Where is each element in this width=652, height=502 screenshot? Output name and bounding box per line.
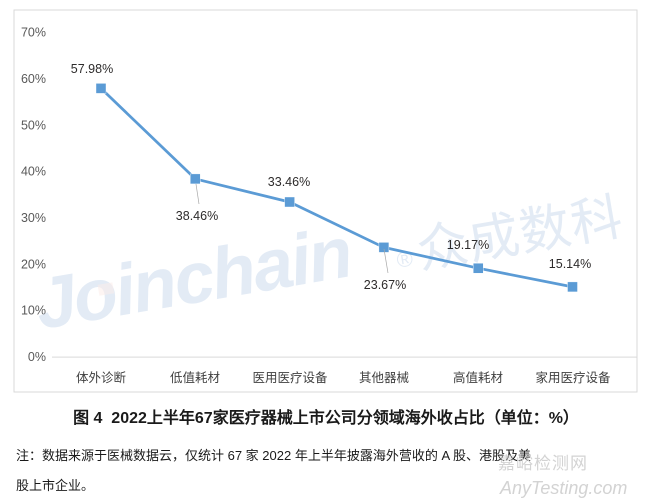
svg-text:医用医疗设备: 医用医疗设备 bbox=[252, 370, 328, 385]
svg-text:30%: 30% bbox=[21, 211, 46, 225]
svg-text:0%: 0% bbox=[28, 350, 46, 364]
svg-text:15.14%: 15.14% bbox=[549, 257, 591, 271]
svg-text:50%: 50% bbox=[21, 118, 46, 132]
svg-text:低值耗材: 低值耗材 bbox=[170, 370, 220, 385]
svg-text:众成数科: 众成数科 bbox=[413, 188, 628, 279]
svg-text:家用医疗设备: 家用医疗设备 bbox=[535, 370, 611, 385]
svg-text:19.17%: 19.17% bbox=[447, 238, 489, 252]
svg-text:高值耗材: 高值耗材 bbox=[453, 370, 503, 385]
svg-text:70%: 70% bbox=[21, 26, 46, 40]
svg-text:其他器械: 其他器械 bbox=[359, 370, 410, 385]
svg-text:23.67%: 23.67% bbox=[364, 278, 406, 292]
svg-text:33.46%: 33.46% bbox=[268, 175, 310, 189]
svg-text:Joinchain: Joinchain bbox=[29, 213, 356, 345]
svg-text:57.98%: 57.98% bbox=[71, 62, 113, 76]
svg-text:40%: 40% bbox=[21, 165, 46, 179]
svg-text:60%: 60% bbox=[21, 72, 46, 86]
svg-text:38.46%: 38.46% bbox=[176, 209, 218, 223]
svg-text:体外诊断: 体外诊断 bbox=[76, 370, 126, 385]
